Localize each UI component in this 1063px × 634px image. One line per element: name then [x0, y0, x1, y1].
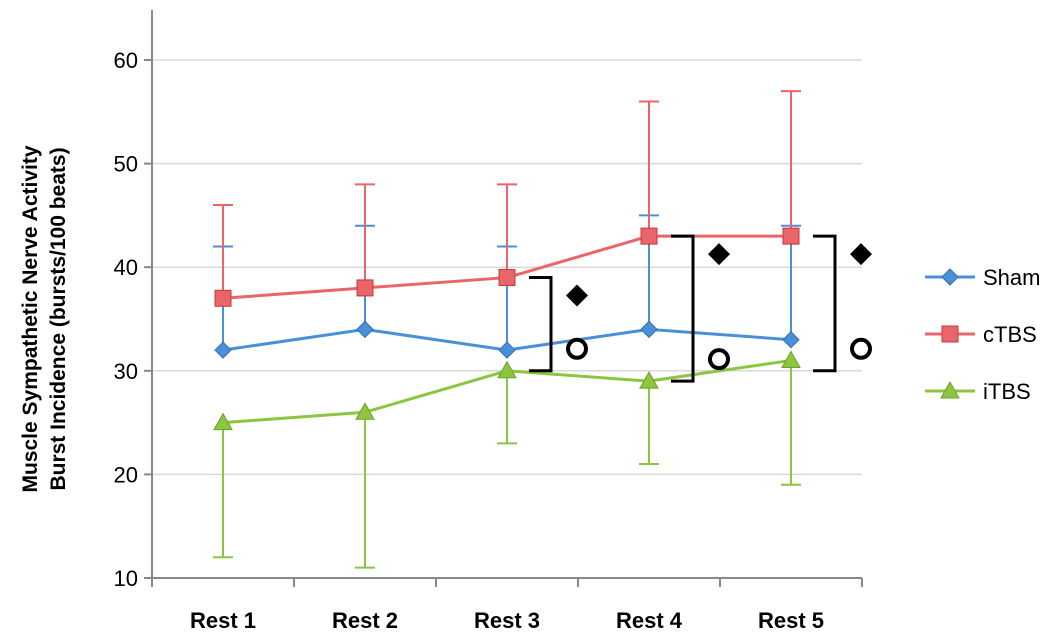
- x-tick-label: Rest 3: [474, 608, 540, 633]
- y-tick-label: 10: [114, 566, 138, 591]
- data-point-sham: [356, 320, 374, 339]
- y-axis-title-line: Burst Incidence (bursts/100 beats): [47, 147, 70, 490]
- data-point-ctbs: [214, 289, 232, 307]
- legend: Sham cTBS iTBS: [925, 265, 1040, 404]
- y-tick-label: 40: [114, 255, 138, 280]
- legend-label: cTBS: [983, 322, 1037, 347]
- data-point-ctbs: [640, 227, 658, 245]
- data-point-ctbs: [356, 279, 374, 297]
- significance-annotations: [529, 234, 872, 383]
- legend-label: Sham: [983, 265, 1040, 290]
- significance-bracket: [813, 234, 837, 373]
- y-axis-title: Muscle Sympathetic Nerve Activity Burst I…: [19, 145, 70, 492]
- data-point-itbs: [355, 402, 375, 420]
- axes: [144, 10, 863, 587]
- legend-label: iTBS: [983, 379, 1031, 404]
- data-point-itbs: [781, 350, 801, 368]
- significance-diamond-icon: [566, 284, 588, 307]
- y-tick-label: 60: [114, 48, 138, 73]
- significance-circle-icon: [566, 337, 588, 360]
- significance-circle-icon: [708, 348, 730, 371]
- y-tick-label: 20: [114, 462, 138, 487]
- data-point-itbs: [497, 360, 517, 379]
- legend-marker-itbs: [940, 380, 960, 399]
- y-axis-title-line: Muscle Sympathetic Nerve Activity: [19, 145, 42, 492]
- data-point-itbs: [213, 412, 233, 431]
- significance-diamond-icon: [708, 243, 730, 266]
- x-tick-label: Rest 1: [190, 608, 256, 633]
- data-point-sham: [782, 331, 800, 349]
- data-point-sham: [640, 320, 658, 339]
- y-tick-label: 50: [114, 152, 138, 177]
- data-point-sham: [214, 341, 232, 359]
- legend-marker-ctbs: [941, 325, 959, 343]
- x-tick-label: Rest 5: [758, 608, 824, 633]
- error-bars: [213, 90, 801, 569]
- significance-bracket: [529, 276, 553, 373]
- data-point-sham: [498, 341, 516, 359]
- y-tick-label: 30: [114, 359, 138, 384]
- x-tick-labels: Rest 1 Rest 2 Rest 3 Rest 4 Rest 5: [190, 608, 824, 633]
- legend-marker-sham: [941, 268, 959, 286]
- data-point-itbs: [639, 371, 659, 389]
- significance-circle-icon: [850, 337, 872, 360]
- x-tick-label: Rest 4: [616, 608, 683, 633]
- x-tick-label: Rest 2: [332, 608, 398, 633]
- series-markers: [213, 227, 801, 431]
- significance-diamond-icon: [850, 243, 872, 266]
- y-tick-labels: 10 20 30 40 50 60: [114, 48, 138, 591]
- data-point-ctbs: [498, 269, 516, 287]
- significance-bracket: [671, 234, 695, 383]
- data-point-ctbs: [782, 227, 800, 245]
